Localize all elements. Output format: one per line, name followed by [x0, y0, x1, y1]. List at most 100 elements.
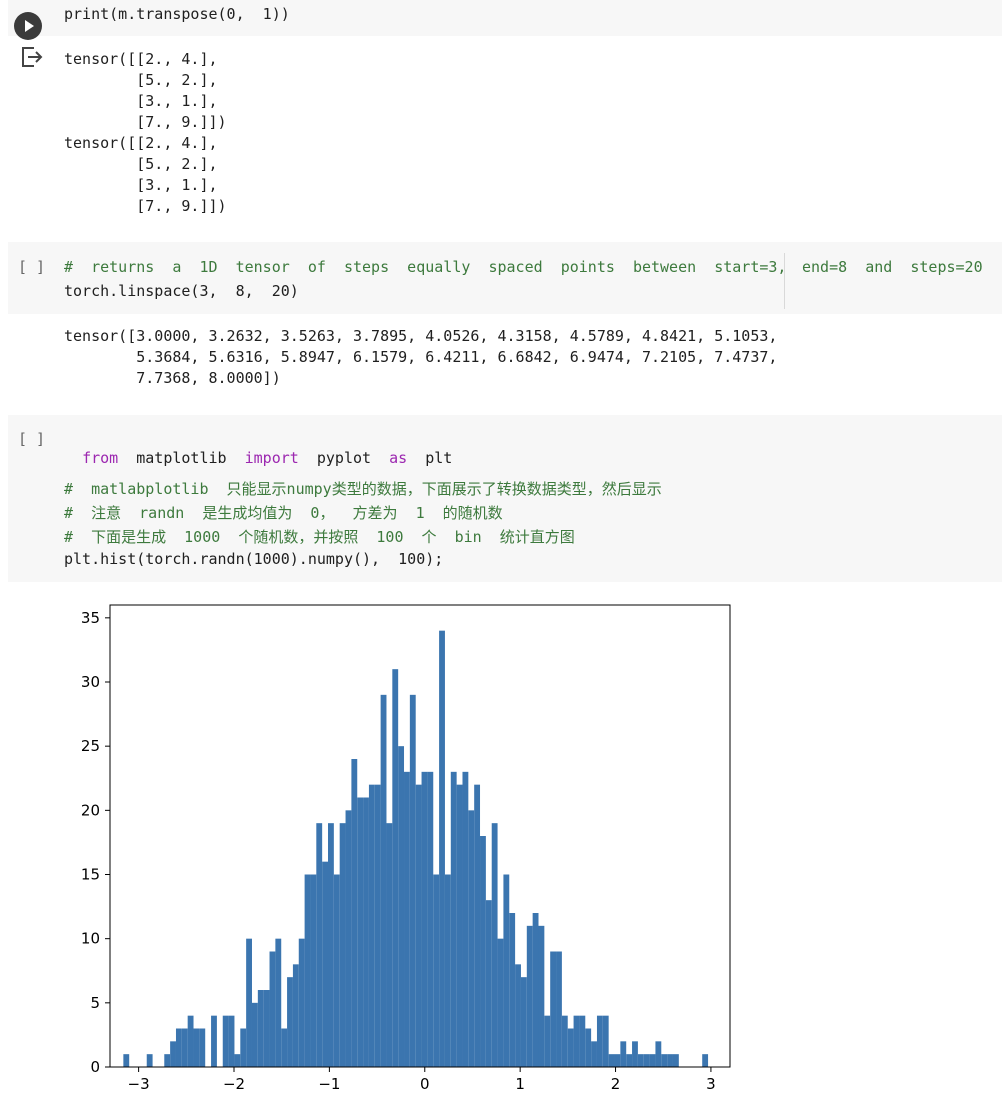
histogram-bar	[450, 771, 457, 1067]
keyword-as: as	[389, 449, 408, 467]
histogram-bar	[275, 938, 282, 1067]
cell-3-code-area[interactable]	[8, 415, 1002, 582]
histogram-bar	[538, 925, 545, 1067]
histogram-bar	[702, 1054, 709, 1067]
histogram-bar	[146, 1054, 153, 1067]
y-tick-label: 35	[81, 609, 100, 627]
histogram-bar	[608, 1054, 615, 1067]
histogram-bar	[304, 874, 311, 1067]
histogram-bar	[175, 1028, 182, 1067]
output-line: [3., 1.],	[64, 176, 218, 194]
histogram-bar	[251, 1002, 258, 1067]
histogram-bar	[234, 1054, 241, 1067]
histogram-bar	[316, 823, 323, 1067]
output-line: [7., 9.]])	[64, 113, 227, 131]
cell-2-code-area[interactable]	[8, 242, 1002, 314]
histogram-bar	[456, 784, 463, 1067]
histogram-bar	[591, 1041, 597, 1067]
histogram-bar	[409, 694, 416, 1067]
histogram-bar	[550, 951, 557, 1067]
keyword-from: from	[82, 449, 119, 467]
histogram-bar	[374, 784, 381, 1067]
histogram-bar	[386, 823, 393, 1067]
cell-3-comment-1: # matlabplotlib 只能显示numpy类型的数据，下面展示了转换数据…	[64, 480, 662, 498]
histogram-bar	[222, 1015, 229, 1067]
line-length-guide	[784, 253, 785, 309]
cell-2-code: torch.linspace(3, 8, 20)	[64, 282, 299, 300]
histogram-bar	[480, 836, 486, 1067]
module-name: matplotlib	[136, 449, 227, 467]
histogram-bar	[427, 771, 434, 1067]
histogram-bar	[328, 823, 334, 1067]
histogram-bar	[655, 1041, 662, 1067]
y-axis: 0 5 10 15 20 25 30 35	[81, 609, 110, 1076]
histogram-bar	[515, 964, 521, 1067]
histogram-bar	[404, 771, 410, 1067]
cell-1-code-area[interactable]	[8, 0, 1002, 36]
cell-1: print(m.transpose(0, 1)) tensor([[2., 4.…	[0, 0, 1002, 230]
histogram-bar	[491, 823, 498, 1067]
output-line: tensor([[2., 4.],	[64, 134, 218, 152]
histogram-bar	[667, 1054, 673, 1067]
histogram-bar	[357, 797, 364, 1067]
histogram-bar	[240, 1028, 247, 1067]
histogram-bar	[661, 1054, 668, 1067]
histogram-bar	[228, 1015, 235, 1067]
keyword-import: import	[244, 449, 299, 467]
histogram-bar	[339, 823, 346, 1067]
histogram-bar	[596, 1015, 603, 1067]
x-tick-label: −2	[223, 1075, 245, 1093]
import-name: pyplot	[316, 449, 372, 467]
histogram-bar	[392, 669, 399, 1067]
histogram-bar	[292, 964, 299, 1067]
cell-3-code: plt.hist(torch.randn(1000).numpy(), 100)…	[64, 550, 444, 568]
histogram-bar	[263, 990, 270, 1067]
histogram-bar	[561, 1015, 568, 1067]
output-line: tensor([[2., 4.],	[64, 50, 218, 68]
cell-1-code: print(m.transpose(0, 1))	[64, 5, 290, 23]
histogram-bars	[123, 630, 709, 1067]
import-alias: plt	[425, 449, 453, 467]
histogram-bar	[123, 1054, 130, 1067]
histogram-bar	[363, 797, 369, 1067]
histogram-bar	[398, 746, 405, 1067]
histogram-bar	[626, 1054, 633, 1067]
histogram-bar	[462, 771, 469, 1067]
histogram-bar	[643, 1054, 650, 1067]
x-tick-label: −3	[128, 1075, 150, 1093]
histogram-bar	[637, 1054, 644, 1067]
y-tick-label: 30	[81, 673, 100, 691]
histogram-bar	[556, 951, 562, 1067]
histogram-bar	[269, 951, 276, 1067]
output-line: [3., 1.],	[64, 92, 218, 110]
cell-3-bracket[interactable]: [ ]	[18, 430, 46, 448]
x-axis: −3 −2 −1 0 1 2 3	[128, 1067, 716, 1093]
plot-frame	[109, 604, 731, 1068]
histogram-bar	[567, 1028, 574, 1067]
output-icon[interactable]	[20, 46, 44, 68]
output-line: [5., 2.],	[64, 71, 218, 89]
histogram-bar	[614, 1054, 621, 1067]
cell-2-bracket[interactable]: [ ]	[18, 258, 46, 276]
cell-3-comment-3: # 下面是生成 1000 个随机数，并按照 100 个 bin 统计直方图	[64, 528, 575, 546]
y-tick-label: 5	[90, 994, 100, 1012]
histogram-bar	[170, 1041, 176, 1067]
output-line: [7., 9.]])	[64, 197, 227, 215]
histogram-bar	[485, 900, 492, 1067]
histogram-bar	[544, 1015, 551, 1067]
run-cell-button[interactable]	[14, 12, 42, 40]
cell-3-import-line: from matplotlib import pyplot as plt	[64, 431, 452, 467]
histogram-bar	[298, 938, 305, 1067]
histogram-bar	[620, 1041, 627, 1067]
cell-2-comment-right: end=8 and steps=20	[802, 258, 983, 276]
histogram-bar	[246, 938, 252, 1067]
histogram-bar	[532, 913, 539, 1067]
histogram-bar	[649, 1054, 656, 1067]
histogram-bar	[421, 771, 428, 1067]
histogram-bar	[310, 874, 317, 1067]
histogram-bar	[333, 874, 340, 1067]
x-tick-label: −1	[318, 1075, 340, 1093]
histogram-bar	[520, 977, 527, 1067]
cell-3-comment-2: # 注意 randn 是生成均值为 0， 方差为 1 的随机数	[64, 504, 503, 522]
histogram-bar	[187, 1015, 194, 1067]
